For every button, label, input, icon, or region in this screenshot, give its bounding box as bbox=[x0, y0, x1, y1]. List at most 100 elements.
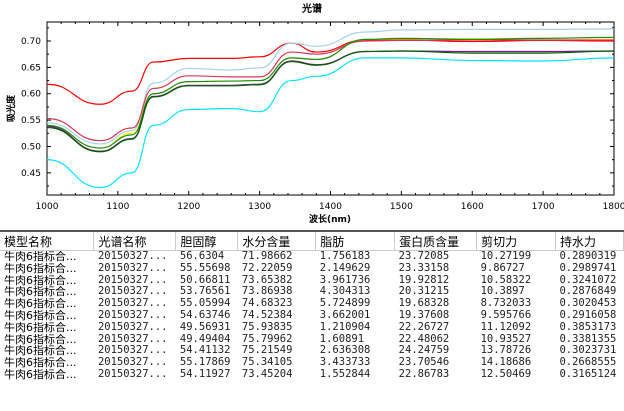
y-tick-label: 0.70 bbox=[21, 37, 41, 47]
column-header[interactable]: 模型名称 bbox=[0, 232, 95, 251]
table-row[interactable]: 牛肉6指标合... 20150327... 50.66811 73.65382 3.96… bbox=[0, 275, 624, 287]
results-table: 模型名称 光谱名称 胆固醇 水分含量 脂肪 蛋白质含量 剪切力 持水力 牛肉6指标合... 20… bbox=[0, 230, 624, 411]
table-cell: 20150327... bbox=[97, 321, 168, 333]
table-cell: 牛肉6指标合... bbox=[4, 345, 77, 358]
series-line-s4 bbox=[46, 37, 615, 149]
table-cell: 23.33158 bbox=[398, 262, 450, 274]
table-cell: 12.50469 bbox=[480, 368, 532, 380]
series-line-s6 bbox=[46, 50, 615, 152]
table-row[interactable]: 牛肉6指标合... 20150327... 55.05994 74.68323 5.72… bbox=[0, 298, 624, 310]
column-header[interactable]: 胆固醇 bbox=[175, 232, 239, 251]
series-line-s7 bbox=[46, 50, 615, 153]
table-cell: 49.49404 bbox=[179, 333, 231, 345]
y-tick-label: 0.65 bbox=[21, 63, 41, 73]
table-cell: 9.86727 bbox=[480, 262, 525, 274]
column-header[interactable]: 水分含量 bbox=[237, 232, 317, 251]
table-cell: 牛肉6指标合... bbox=[4, 309, 77, 322]
column-header[interactable]: 光谱名称 bbox=[93, 232, 177, 251]
table-cell: 75.34105 bbox=[241, 357, 293, 369]
table-cell: 0.3381355 bbox=[559, 333, 617, 345]
table-cell: 牛肉6指标合... bbox=[4, 262, 77, 275]
table-cell: 牛肉6指标合... bbox=[4, 368, 77, 381]
table-cell: 8.732033 bbox=[480, 298, 532, 310]
table-row[interactable]: 牛肉6指标合... 20150327... 49.56931 75.93835 1.21… bbox=[0, 322, 624, 334]
table-cell: 10.93527 bbox=[480, 333, 532, 345]
table-cell: 19.92812 bbox=[398, 274, 450, 286]
table-cell: 11.12092 bbox=[480, 321, 532, 333]
y-axis-label: 吸光度 bbox=[5, 94, 17, 122]
table-cell: 1.552844 bbox=[319, 368, 371, 380]
table-cell: 23.70546 bbox=[398, 357, 450, 369]
table-cell: 0.2876849 bbox=[559, 286, 617, 298]
column-header[interactable]: 持水力 bbox=[555, 232, 624, 251]
table-cell: 72.22059 bbox=[241, 262, 293, 274]
table-cell: 3.662001 bbox=[319, 309, 371, 321]
table-cell: 56.6304 bbox=[179, 250, 225, 263]
column-header[interactable]: 剪切力 bbox=[476, 232, 556, 251]
table-cell: 牛肉6指标合... bbox=[4, 333, 77, 346]
table-cell: 2.636308 bbox=[319, 345, 371, 357]
table-row[interactable]: 牛肉6指标合... 20150327... 55.55698 72.22059 2.14… bbox=[0, 263, 624, 275]
table-row[interactable]: 牛肉6指标合... 20150327... 55.17869 75.34105 3.43… bbox=[0, 357, 624, 369]
table-cell: 20150327... bbox=[97, 309, 168, 321]
table-cell: 20150327... bbox=[97, 286, 168, 298]
table-cell: 1.60891 bbox=[319, 333, 365, 345]
table-cell: 0.2890319 bbox=[559, 250, 617, 263]
table-row[interactable]: 牛肉6指标合... 20150327... 53.76561 73.86938 4.30… bbox=[0, 286, 624, 298]
table-cell: 20150327... bbox=[97, 298, 168, 310]
x-tick-label: 1400 bbox=[319, 202, 342, 212]
table-cell: 3.433733 bbox=[319, 357, 371, 369]
table-cell: 20.31215 bbox=[398, 286, 450, 298]
column-header[interactable]: 脂肪 bbox=[315, 232, 396, 251]
table-cell: 75.79962 bbox=[241, 333, 293, 345]
table-cell: 24.24759 bbox=[398, 345, 450, 357]
table-cell: 牛肉6指标合... bbox=[4, 298, 77, 310]
table-header-row: 模型名称 光谱名称 胆固醇 水分含量 脂肪 蛋白质含量 剪切力 持水力 bbox=[0, 232, 624, 251]
table-cell: 1.756183 bbox=[319, 250, 371, 263]
table-cell: 20150327... bbox=[97, 250, 168, 263]
table-cell: 19.37608 bbox=[398, 309, 450, 321]
table-cell: 49.56931 bbox=[179, 321, 231, 333]
table-cell: 0.3165124 bbox=[559, 368, 617, 380]
table-cell: 2.149629 bbox=[319, 262, 371, 274]
table-row[interactable]: 牛肉6指标合... 20150327... 54.11927 73.45204 1.55… bbox=[0, 369, 624, 381]
table-cell: 71.98662 bbox=[241, 250, 293, 263]
table-cell: 0.2916058 bbox=[559, 309, 617, 321]
table-cell: 0.3241072 bbox=[559, 274, 617, 286]
x-tick-label: 1600 bbox=[461, 202, 484, 212]
table-row[interactable]: 牛肉6指标合... 20150327... 56.6304 71.98662 1.756… bbox=[0, 251, 624, 263]
table-row[interactable]: 牛肉6指标合... 20150327... 54.41132 75.21549 2.63… bbox=[0, 345, 624, 357]
column-header[interactable]: 蛋白质含量 bbox=[394, 232, 478, 251]
table-cell: 牛肉6指标合... bbox=[4, 250, 77, 263]
x-tick-label: 1200 bbox=[177, 202, 200, 212]
table-cell: 22.86783 bbox=[398, 368, 450, 380]
table-cell: 20150327... bbox=[97, 262, 168, 274]
table-cell: 1.210904 bbox=[319, 321, 371, 333]
table-cell: 13.78726 bbox=[480, 345, 532, 357]
table-cell: 0.3023731 bbox=[559, 345, 617, 357]
table-cell: 10.27199 bbox=[480, 250, 532, 263]
table-cell: 75.93835 bbox=[241, 321, 293, 333]
y-tick-label: 0.50 bbox=[21, 142, 41, 152]
table-cell: 74.52384 bbox=[241, 309, 293, 321]
table-cell: 10.3897 bbox=[480, 286, 525, 298]
table-row[interactable]: 牛肉6指标合... 20150327... 54.63746 74.52384 3.66… bbox=[0, 310, 624, 322]
table-cell: 74.68323 bbox=[241, 298, 293, 310]
y-tick-label: 0.55 bbox=[21, 116, 41, 126]
table-cell: 20150327... bbox=[97, 333, 168, 345]
table-cell: 73.86938 bbox=[241, 286, 293, 298]
table-row[interactable]: 牛肉6指标合... 20150327... 49.49404 75.79962 1.60… bbox=[0, 334, 624, 346]
table-cell: 22.48062 bbox=[398, 333, 450, 345]
table-cell: 55.17869 bbox=[179, 357, 231, 369]
table-cell: 4.304313 bbox=[319, 286, 371, 298]
spectrum-chart: 1000 1100 1200 1300 1400 1500 1600 1700 1800 0.45… bbox=[5, 2, 624, 225]
table-cell: 牛肉6指标合... bbox=[4, 321, 77, 334]
y-tick-label: 0.60 bbox=[21, 90, 41, 100]
series-line-s8 bbox=[46, 57, 615, 189]
x-tick-label: 1300 bbox=[248, 202, 271, 212]
x-tick-label: 1100 bbox=[106, 202, 129, 212]
table-cell: 20150327... bbox=[97, 274, 168, 286]
table-cell: 0.2989741 bbox=[559, 262, 617, 274]
series-line-s5 bbox=[46, 36, 615, 149]
table-cell: 75.21549 bbox=[241, 345, 293, 357]
